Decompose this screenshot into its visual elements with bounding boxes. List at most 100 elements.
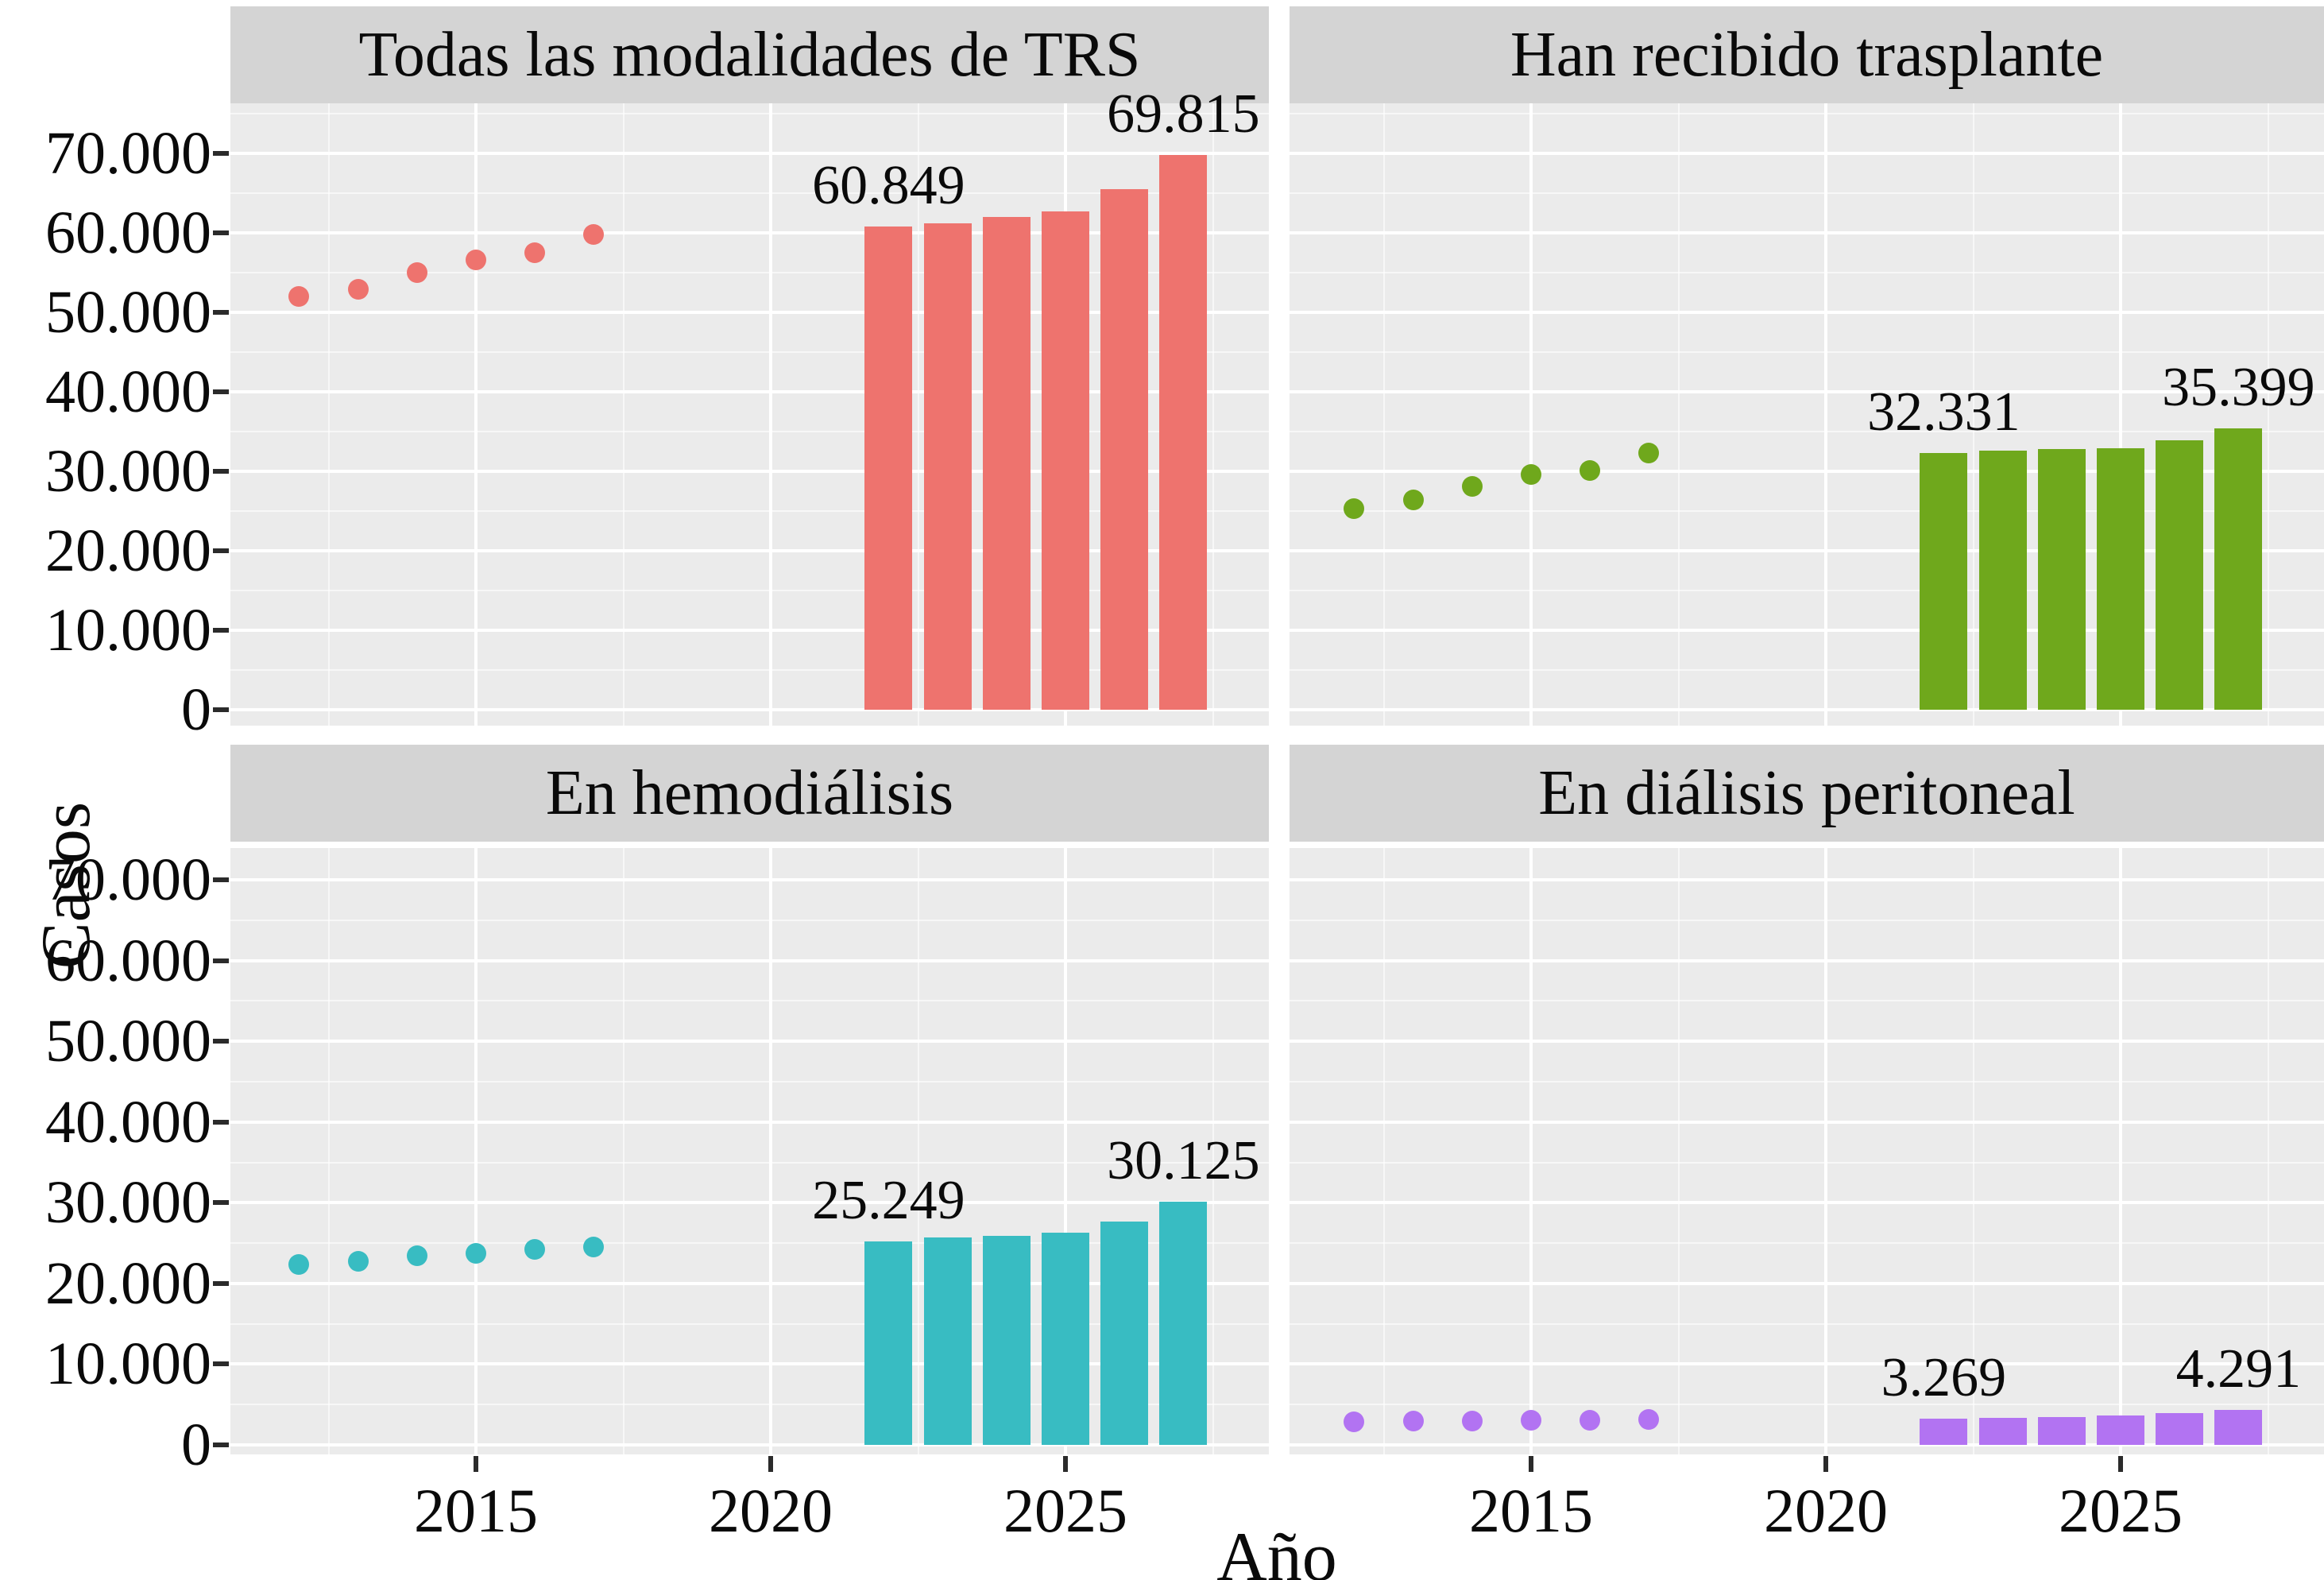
facet-strip-trasplante: Han recibido trasplante <box>1290 6 2324 103</box>
gridline-major-h <box>1290 549 2324 552</box>
y-tick-label: 50.000 <box>45 1008 211 1075</box>
gridline-minor-v <box>1972 103 1974 726</box>
gridline-major-h <box>230 708 1269 711</box>
gridline-major-v <box>1824 848 1827 1454</box>
gridline-minor-v <box>1677 103 1680 726</box>
gridline-major-v <box>769 848 772 1454</box>
data-point-dot <box>288 286 310 307</box>
gridline-major-h <box>1290 1362 2324 1366</box>
y-tick-label: 0 <box>181 1412 211 1478</box>
y-tick-mark <box>213 1200 229 1206</box>
gridline-minor-h <box>1290 1161 2324 1164</box>
y-tick-label: 20.000 <box>45 517 211 584</box>
bar-value-label: 60.849 <box>812 154 965 216</box>
gridline-minor-h <box>230 1404 1269 1406</box>
projection-bar <box>982 217 1031 710</box>
gridline-minor-h <box>1290 1080 2324 1082</box>
data-point-dot <box>1344 1411 1365 1432</box>
gridline-major-h <box>1290 470 2324 473</box>
projection-bar <box>864 1241 913 1445</box>
gridline-major-h <box>1290 1040 2324 1044</box>
projection-bar <box>2097 447 2144 710</box>
x-tick-label: 2020 <box>709 1476 833 1545</box>
gridline-minor-v <box>1212 103 1214 726</box>
projection-bar <box>1042 211 1089 710</box>
gridline-major-h <box>1290 152 2324 155</box>
gridline-minor-v <box>1677 848 1680 1454</box>
x-tick-mark <box>1063 1456 1068 1472</box>
projection-bar <box>1042 1232 1089 1445</box>
facet-strip-trs: Todas las modalidades de TRS <box>230 6 1269 103</box>
gridline-minor-h <box>1290 1404 2324 1406</box>
projection-bar <box>1920 452 1968 710</box>
gridline-minor-h <box>1290 919 2324 921</box>
gridline-minor-h <box>1290 192 2324 194</box>
y-tick-label: 20.000 <box>45 1249 211 1317</box>
data-point-dot <box>1580 460 1601 481</box>
gridline-minor-h <box>230 919 1269 921</box>
data-point-dot <box>466 1243 486 1264</box>
gridline-minor-h <box>230 1322 1269 1325</box>
y-tick-label: 30.000 <box>45 438 211 505</box>
gridline-minor-h <box>230 510 1269 512</box>
gridline-major-v <box>2119 103 2122 726</box>
gridline-minor-v <box>327 848 330 1454</box>
gridline-minor-h <box>230 113 1269 114</box>
data-point-dot <box>524 242 546 263</box>
data-point-dot <box>1521 1410 1541 1431</box>
gridline-major-h <box>1290 878 2324 881</box>
projection-bar <box>2214 1410 2263 1445</box>
projection-bar <box>2037 449 2086 710</box>
gridline-major-h <box>1290 390 2324 393</box>
x-tick-mark <box>474 1456 478 1472</box>
gridline-major-h <box>1290 1443 2324 1446</box>
y-tick-label: 0 <box>181 676 211 743</box>
gridline-minor-h <box>1290 1000 2324 1002</box>
gridline-major-h <box>1290 708 2324 711</box>
x-tick-mark <box>1823 1456 1828 1472</box>
projection-bar <box>2037 1416 2086 1445</box>
gridline-minor-h <box>230 272 1269 273</box>
gridline-minor-h <box>230 1242 1269 1245</box>
gridline-minor-h <box>1290 272 2324 273</box>
projection-bar <box>2156 1413 2204 1445</box>
data-point-dot <box>1521 464 1541 485</box>
gridline-major-h <box>230 390 1269 393</box>
gridline-major-v <box>1824 103 1827 726</box>
bar-value-label: 4.291 <box>2175 1338 2302 1400</box>
facet-strip-hemodialisis: En hemodiálisis <box>230 745 1269 842</box>
gridline-minor-v <box>622 848 625 1454</box>
gridline-minor-h <box>230 431 1269 432</box>
y-tick-label: 30.000 <box>45 1169 211 1237</box>
x-tick-mark <box>1529 1456 1533 1472</box>
gridline-minor-h <box>1290 669 2324 671</box>
x-tick-label: 2015 <box>1469 1476 1593 1545</box>
data-point-dot <box>288 1254 310 1276</box>
y-tick-mark <box>213 707 229 712</box>
gridline-major-h <box>1290 629 2324 632</box>
gridline-major-v <box>474 848 478 1454</box>
projection-bar <box>1100 1221 1149 1445</box>
bar-value-label: 32.331 <box>1867 381 2020 443</box>
plot-area-dialisis-peritoneal: 3.269 4.291 <box>1290 848 2324 1454</box>
gridline-minor-h <box>1290 510 2324 512</box>
gridline-major-h <box>1290 311 2324 314</box>
gridline-major-h <box>230 1443 1269 1446</box>
gridline-major-h <box>230 958 1269 962</box>
y-tick-mark <box>213 1039 229 1044</box>
facet-strip-title: En diálisis peritoneal <box>1538 758 2075 828</box>
facet-strip-title: En hemodiálisis <box>545 758 954 828</box>
y-tick-mark <box>213 389 229 394</box>
data-point-dot <box>1402 490 1424 510</box>
bar-value-label: 3.269 <box>1881 1346 2007 1408</box>
y-tick-label: 40.000 <box>45 1088 211 1156</box>
y-tick-mark <box>213 469 229 474</box>
y-tick-label: 70.000 <box>45 846 211 913</box>
data-point-dot <box>347 279 369 300</box>
y-tick-mark <box>213 1280 229 1286</box>
projection-bar <box>2214 428 2263 710</box>
bar-value-label: 30.125 <box>1107 1130 1260 1192</box>
data-point-dot <box>347 1251 369 1272</box>
gridline-minor-h <box>230 1161 1269 1164</box>
